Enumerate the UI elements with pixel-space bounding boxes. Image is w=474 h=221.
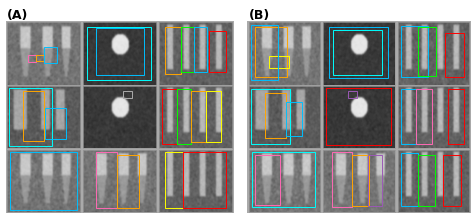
- Bar: [96, 152, 117, 208]
- Bar: [209, 31, 227, 72]
- Bar: [165, 152, 183, 208]
- Text: (A): (A): [7, 9, 28, 22]
- Bar: [329, 27, 388, 78]
- Bar: [444, 155, 461, 206]
- Bar: [23, 91, 44, 141]
- Bar: [368, 155, 382, 206]
- Bar: [286, 101, 302, 136]
- Bar: [27, 55, 36, 62]
- Bar: [36, 55, 44, 61]
- Bar: [252, 152, 315, 207]
- Bar: [401, 26, 428, 77]
- Bar: [264, 93, 286, 138]
- Bar: [251, 25, 278, 80]
- Text: (B): (B): [249, 9, 270, 22]
- Bar: [181, 27, 194, 72]
- Bar: [269, 56, 289, 68]
- Bar: [401, 89, 416, 144]
- Bar: [448, 89, 464, 144]
- Bar: [45, 108, 65, 139]
- Bar: [418, 155, 435, 206]
- Bar: [165, 27, 181, 74]
- Bar: [416, 89, 432, 144]
- Bar: [87, 27, 151, 80]
- Bar: [251, 89, 291, 144]
- Bar: [418, 27, 436, 76]
- Bar: [96, 28, 144, 75]
- Bar: [445, 33, 464, 77]
- Bar: [162, 89, 177, 144]
- Bar: [44, 47, 57, 63]
- Bar: [123, 91, 132, 98]
- Bar: [255, 27, 287, 77]
- Bar: [183, 152, 226, 208]
- Bar: [401, 153, 418, 206]
- Bar: [332, 152, 352, 207]
- Bar: [206, 91, 220, 142]
- Bar: [255, 155, 280, 205]
- Bar: [191, 91, 206, 142]
- Bar: [9, 88, 52, 146]
- Bar: [177, 89, 191, 144]
- Bar: [348, 91, 357, 98]
- Bar: [194, 27, 208, 72]
- Bar: [333, 30, 382, 74]
- Bar: [117, 155, 139, 208]
- Bar: [352, 155, 369, 206]
